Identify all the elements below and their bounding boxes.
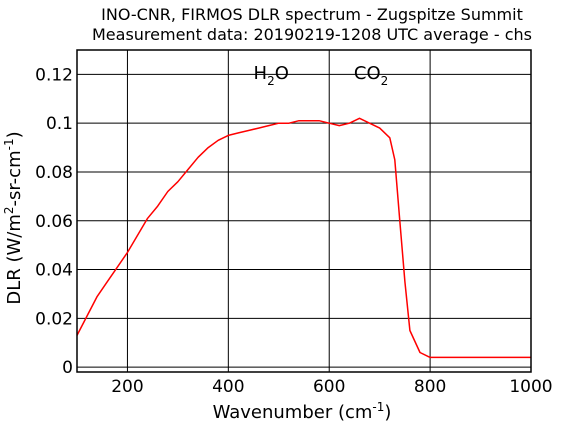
spectrum-line: [76, 117, 531, 359]
x-axis-label: Wavenumber (cm-1): [213, 400, 392, 423]
plot-frame: [76, 49, 532, 373]
y-axis-label: DLR (W/m2-sr-cm-1): [2, 131, 25, 304]
x-tick-label: 1000: [509, 377, 552, 397]
y-tick-label: 0.06: [35, 212, 73, 232]
spectral-band-label: H2O: [254, 63, 289, 88]
y-tick-label: 0.02: [35, 309, 73, 329]
y-tick-label: 0: [62, 358, 73, 378]
x-tick-label: 600: [313, 377, 345, 397]
y-tick-labels: 0 0.02 0.04 0.06 0.08 0.1 0.12: [35, 65, 73, 378]
x-tick-label: 400: [212, 377, 244, 397]
x-tick-labels: 200 400 600 800 1000: [111, 377, 552, 397]
y-tick-label: 0.12: [35, 65, 73, 85]
y-tick-label: 0.1: [46, 114, 73, 134]
x-tick-label: 200: [111, 377, 143, 397]
annotations: H2O CO2: [254, 63, 389, 88]
y-tick-label: 0.04: [35, 261, 73, 281]
grid-lines: [77, 50, 532, 372]
series-layer: [76, 117, 531, 359]
x-tick-label: 800: [414, 377, 446, 397]
y-tick-label: 0.08: [35, 163, 73, 183]
chart-title-line2: Measurement data: 20190219-1208 UTC aver…: [92, 25, 532, 44]
chart-title-line1: INO-CNR, FIRMOS DLR spectrum - Zugspitze…: [101, 5, 523, 24]
spectral-band-label: CO2: [354, 63, 388, 88]
